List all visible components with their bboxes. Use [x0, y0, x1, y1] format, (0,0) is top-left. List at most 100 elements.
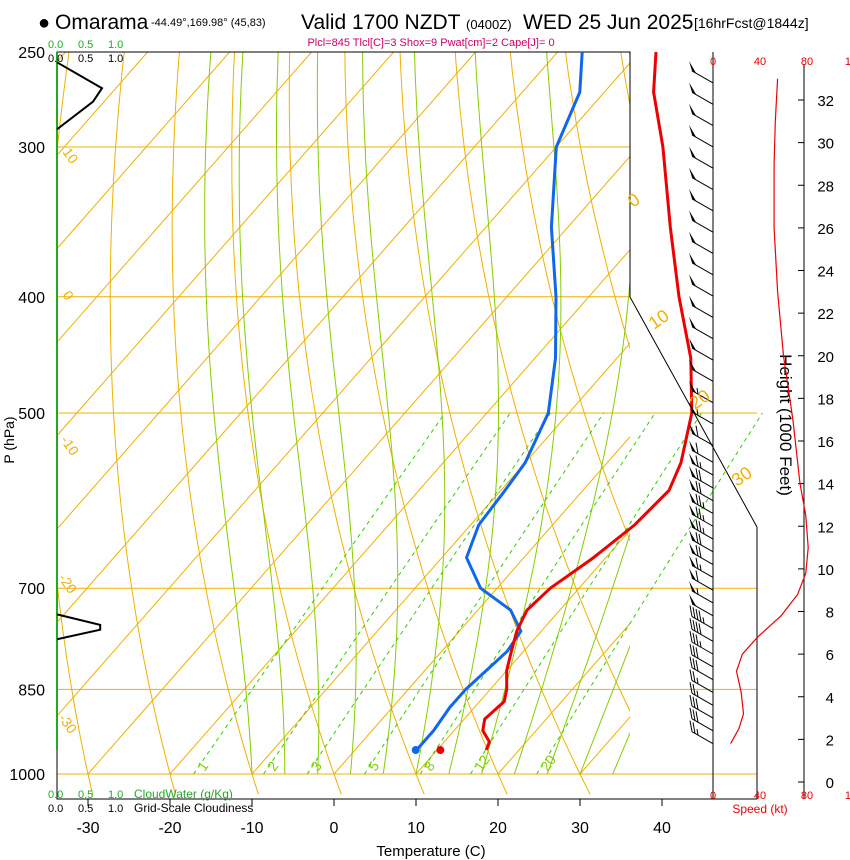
height-tick-label: 12 [817, 519, 834, 536]
cloudwater-tick-bottom: 1.0 [108, 789, 123, 801]
barb-staff [691, 539, 714, 553]
barb-staff [691, 177, 714, 190]
moist-adiabat [362, 52, 399, 775]
height-tick-label: 14 [817, 477, 834, 494]
x-tick-label: 0 [330, 820, 339, 837]
barb-pennant [689, 529, 696, 542]
barb-staff [691, 70, 714, 84]
isotherm [57, 52, 558, 624]
barb-flag [692, 709, 696, 721]
cloudiness-label: Grid-Scale Cloudiness [134, 801, 253, 815]
speed-tick-top: 80 [801, 56, 813, 68]
barb-flag [692, 645, 696, 657]
cloudiness-tick-bottom: 0.0 [48, 803, 63, 815]
x-tick-label: 30 [571, 820, 589, 837]
barb-staff [691, 603, 714, 617]
wind-barb [689, 465, 714, 489]
height-axis-title: Height (1000 Feet) [776, 354, 795, 496]
height-tick-label: 24 [817, 264, 834, 281]
wind-barb [689, 188, 714, 212]
speed-tick-bottom: 80 [801, 790, 813, 802]
plot-frame [56, 51, 758, 800]
wind-barb [689, 504, 714, 527]
barb-pennant [689, 82, 696, 95]
barb-pennant [689, 210, 696, 223]
mixing-line-3 [306, 412, 551, 775]
p-tick-250: 250 [18, 45, 45, 62]
barb-flag [689, 643, 693, 656]
wind-barb [689, 542, 714, 566]
wind-barb [689, 231, 714, 254]
adiabat-label: 30 [728, 462, 756, 490]
speed-tick-top: 40 [754, 56, 766, 68]
barb-flag [689, 694, 693, 707]
barb-pennant [689, 440, 696, 453]
barb-pennant [689, 465, 696, 478]
wind-barb [689, 682, 714, 706]
wind-barb [689, 60, 714, 84]
barb-staff [691, 326, 714, 340]
station-name: Omarama [55, 11, 149, 34]
isotherm [57, 62, 630, 717]
barb-pennant [689, 295, 696, 308]
speed-profile [730, 78, 809, 744]
barb-flag [692, 671, 696, 683]
forecast-info: [16hrFcst@1844z] [694, 15, 809, 31]
cloudiness-tick-top: 1.0 [108, 53, 123, 65]
wind-barb [689, 517, 714, 540]
valid-time-z: (0400Z) [466, 17, 512, 32]
dry-adiabat [565, 52, 630, 350]
barb-flag [698, 546, 702, 558]
barb-staff [691, 667, 714, 681]
cloudiness-upper [56, 61, 104, 131]
y-axis-title: P (hPa) [1, 416, 17, 463]
barb-half-flag [696, 409, 699, 416]
isotherm [333, 435, 630, 775]
moist-adiabat [513, 52, 630, 775]
barb-staff [691, 628, 714, 642]
cloudiness-tick-top: 0.0 [48, 53, 63, 65]
x-tick-label: 20 [489, 820, 507, 837]
barb-pennant [689, 231, 696, 244]
cloudiness-tick-bottom: 0.5 [78, 803, 93, 815]
barb-flag [695, 480, 699, 493]
wind-barb [689, 720, 714, 745]
barb-staff [691, 718, 714, 732]
valid-date: WED 25 Jun 2025 [523, 11, 694, 34]
wind-barb [689, 124, 714, 148]
wind-barb [689, 167, 714, 190]
dry-adiabat [57, 52, 94, 795]
barb-flag [695, 442, 699, 454]
barb-flag [689, 618, 693, 630]
wind-barb [689, 605, 714, 629]
isotherm [744, 52, 850, 774]
barb-pennant [689, 60, 696, 73]
wind-barb [689, 401, 714, 425]
dry-adiabat [0, 31, 18, 795]
p-tick-850: 850 [18, 682, 45, 699]
barb-flag [689, 631, 693, 643]
barb-flag [689, 656, 693, 668]
barb-pennant [689, 167, 696, 180]
p-tick-1000: 1000 [9, 767, 45, 784]
barb-flag [695, 425, 699, 437]
barb-half-flag [696, 387, 699, 395]
barb-half-flag [696, 728, 699, 736]
temperature-line [481, 51, 694, 751]
barb-staff [691, 692, 714, 706]
barb-staff [691, 462, 714, 476]
wind-barb [689, 295, 714, 318]
valid-time: Valid 1700 NZDT [301, 11, 461, 34]
barb-flag [695, 647, 699, 659]
barb-staff [691, 501, 714, 514]
cloudiness-tick-bottom: 1.0 [108, 803, 123, 815]
barb-flag [695, 493, 699, 505]
moist-adiabat [546, 532, 630, 775]
wind-barb [689, 593, 714, 617]
barb-flag [695, 634, 699, 646]
barb-pennant [689, 478, 696, 491]
barb-pennant [689, 517, 696, 530]
barb-pennant [689, 124, 696, 137]
wind-barb [689, 440, 714, 463]
